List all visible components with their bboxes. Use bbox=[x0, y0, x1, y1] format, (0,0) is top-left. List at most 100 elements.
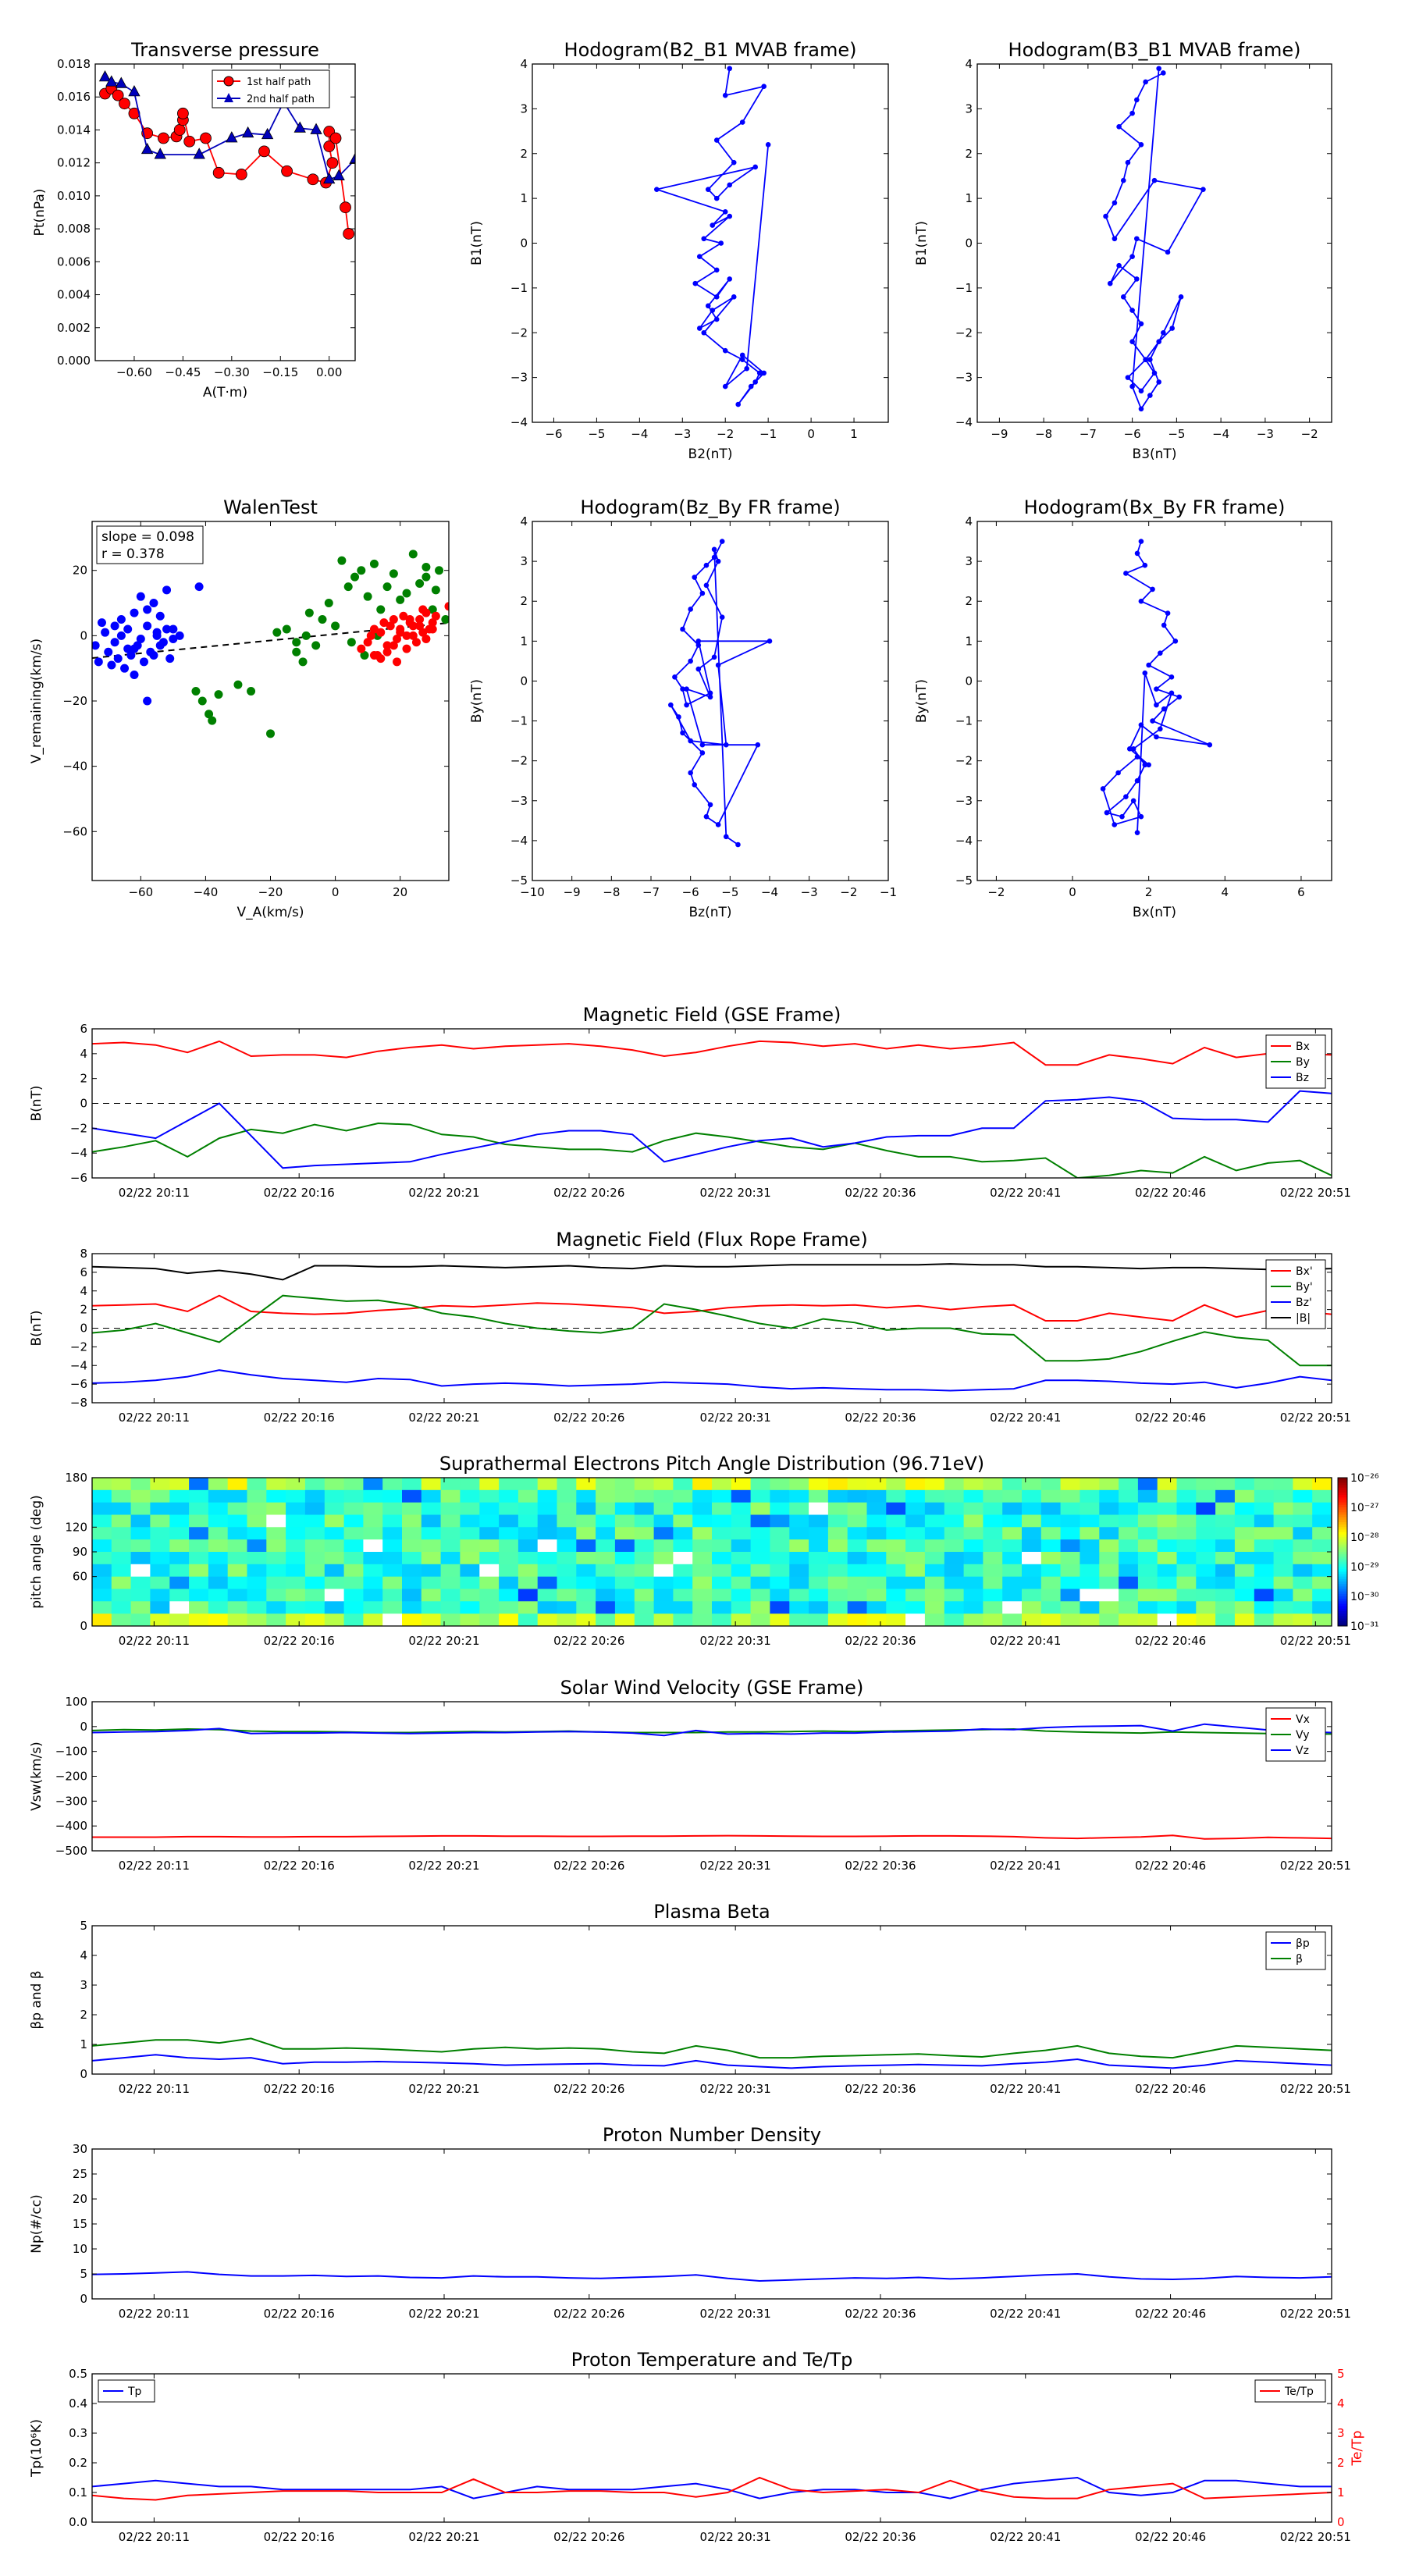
heatmap-cell bbox=[1002, 1478, 1023, 1491]
heatmap-cell bbox=[227, 1601, 248, 1614]
data-point bbox=[123, 644, 133, 653]
heatmap-cell bbox=[944, 1564, 965, 1578]
heatmap-cell bbox=[770, 1614, 790, 1626]
heatmap-cell bbox=[653, 1601, 674, 1614]
heatmap-cell bbox=[1099, 1489, 1119, 1503]
ytick-label: −1 bbox=[955, 714, 973, 728]
heatmap-cell bbox=[653, 1576, 674, 1590]
heatmap-cell bbox=[1273, 1489, 1293, 1503]
time-tick-label: 02/22 20:16 bbox=[264, 2307, 335, 2321]
xtick-label: −10 bbox=[520, 885, 545, 899]
data-point bbox=[405, 614, 414, 624]
colorbar-segment bbox=[1338, 1529, 1347, 1533]
data-point bbox=[143, 621, 152, 631]
heatmap-cell bbox=[421, 1514, 442, 1528]
colorbar-segment bbox=[1338, 1616, 1347, 1619]
heatmap-cell bbox=[247, 1502, 267, 1516]
heatmap-cell bbox=[1254, 1502, 1275, 1516]
data-point bbox=[323, 172, 336, 184]
heatmap-cell bbox=[770, 1564, 790, 1578]
heatmap-cell bbox=[789, 1478, 809, 1491]
data-point bbox=[143, 605, 152, 614]
heatmap-cell bbox=[343, 1614, 364, 1626]
data-point bbox=[1104, 809, 1110, 816]
data-point bbox=[173, 124, 186, 136]
heatmap-cell bbox=[614, 1564, 635, 1578]
data-point bbox=[1150, 586, 1155, 592]
heatmap-cell bbox=[614, 1589, 635, 1602]
heatmap-cell bbox=[266, 1502, 286, 1516]
heatmap-cell bbox=[402, 1576, 422, 1590]
colorbar-segment bbox=[1338, 1599, 1347, 1602]
heatmap-cell bbox=[1080, 1489, 1100, 1503]
ytick-label: −3 bbox=[955, 794, 973, 808]
heatmap-cell bbox=[537, 1589, 558, 1602]
ytick-label: −1 bbox=[510, 281, 528, 295]
data-point bbox=[402, 631, 411, 640]
hodo_b3_b1-panel: Hodogram(B3_B1 MVAB frame) −9 −8 −7 −6 −5 −4 −3… bbox=[914, 39, 1332, 462]
heatmap-cell bbox=[905, 1576, 926, 1590]
colorbar-segment bbox=[1338, 1584, 1347, 1587]
heatmap-cell bbox=[1234, 1576, 1255, 1590]
legend-box bbox=[1254, 2379, 1326, 2403]
data-point bbox=[727, 182, 733, 188]
hodo_bz_by-panel: Hodogram(Bz_By FR frame)−10 −9 −8 −7 −6 −5 −4−… bbox=[469, 496, 897, 920]
ytick-label: 0 bbox=[520, 674, 528, 688]
heatmap-cell bbox=[712, 1601, 732, 1614]
heatmap-cell bbox=[227, 1552, 248, 1565]
heatmap-cell bbox=[1119, 1601, 1139, 1614]
heatmap-cell bbox=[789, 1564, 809, 1578]
heatmap-cell bbox=[731, 1589, 752, 1602]
data-point bbox=[1138, 141, 1144, 148]
heatmap-cell bbox=[286, 1614, 306, 1626]
heatmap-cell bbox=[499, 1601, 519, 1614]
heatmap-cell bbox=[1099, 1514, 1119, 1528]
time-tick-label: 02/22 20:11 bbox=[119, 1634, 190, 1648]
ytick-label: 0 bbox=[80, 1720, 87, 1734]
ytick-label: 0.2 bbox=[69, 2456, 87, 2470]
heatmap-cell bbox=[596, 1514, 616, 1528]
data-point bbox=[324, 599, 333, 608]
heatmap-cell bbox=[712, 1576, 732, 1590]
data-point bbox=[110, 621, 119, 631]
heatmap-cell bbox=[382, 1576, 403, 1590]
data-point bbox=[654, 187, 660, 192]
colorbar-tick-label: 10⁻²⁸ bbox=[1350, 1532, 1379, 1544]
xtick-label: −5 bbox=[721, 885, 738, 899]
ytick-label: −6 bbox=[70, 1377, 87, 1391]
data-point bbox=[357, 644, 366, 653]
heatmap-cell bbox=[692, 1502, 713, 1516]
time-tick-label: 02/22 20:11 bbox=[119, 1859, 190, 1873]
colorbar-segment bbox=[1338, 1485, 1347, 1489]
ytick-label: 3 bbox=[520, 101, 528, 116]
ytick-label: −2 bbox=[510, 754, 528, 768]
series-line-0 bbox=[653, 68, 770, 405]
heatmap-cell bbox=[304, 1614, 325, 1626]
colorbar-segment bbox=[1338, 1578, 1347, 1582]
time-tick-label: 02/22 20:51 bbox=[1280, 2082, 1351, 2096]
heatmap-cell bbox=[266, 1478, 286, 1491]
heatmap-cell bbox=[518, 1601, 539, 1614]
heatmap-cell bbox=[770, 1601, 790, 1614]
ytick-label-right: 4 bbox=[1337, 2396, 1345, 2411]
heatmap-cell bbox=[1273, 1539, 1293, 1553]
time-tick-label: 02/22 20:36 bbox=[845, 2530, 916, 2544]
heatmap-cell bbox=[537, 1564, 558, 1578]
heatmap-cell bbox=[402, 1478, 422, 1491]
heatmap-cell bbox=[1273, 1576, 1293, 1590]
data-point bbox=[247, 686, 256, 696]
ytick-label-right: 3 bbox=[1337, 2426, 1345, 2440]
heatmap-cell bbox=[479, 1502, 500, 1516]
data-point bbox=[379, 618, 389, 628]
mag_fr-ylabel: B(nT) bbox=[29, 1310, 44, 1346]
heatmap-cell bbox=[692, 1589, 713, 1602]
colorbar-segment bbox=[1338, 1567, 1347, 1570]
heatmap-cell bbox=[227, 1614, 248, 1626]
hodo_b2_b1-ylabel: B1(nT) bbox=[469, 221, 485, 265]
data-point bbox=[765, 141, 771, 148]
data-point bbox=[1154, 702, 1159, 708]
heatmap-cell bbox=[905, 1614, 926, 1626]
ytick-label: 4 bbox=[520, 514, 528, 528]
heatmap-cell bbox=[1176, 1589, 1197, 1602]
heatmap-cell bbox=[169, 1478, 190, 1491]
